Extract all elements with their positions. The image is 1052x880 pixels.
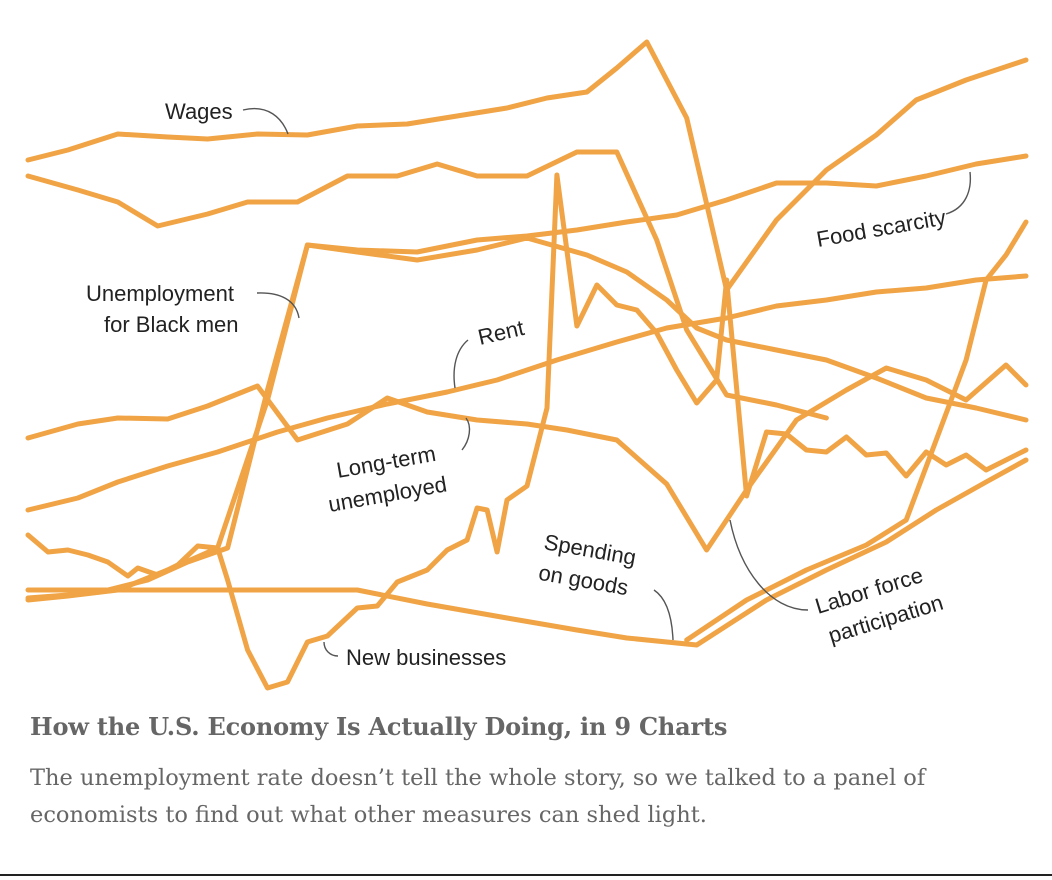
label-rent: Rent bbox=[476, 315, 527, 350]
label-long-term-unemployed: Long-term unemployed bbox=[326, 441, 448, 517]
label-wages: Wages bbox=[165, 99, 233, 124]
label-unemployment-black-men-line1: Unemployment bbox=[86, 281, 234, 306]
series-lines bbox=[25, 39, 1029, 691]
series-line-spending-on-goods bbox=[25, 457, 1029, 648]
series-line-rent bbox=[25, 273, 1029, 513]
series-line-long-term-unemployed bbox=[25, 362, 1029, 553]
label-spending-on-goods: Spending on goods bbox=[537, 529, 638, 600]
series-line-labor-force-participation bbox=[25, 172, 1029, 691]
article-headline[interactable]: How the U.S. Economy Is Actually Doing, … bbox=[30, 712, 728, 741]
label-unemployment-black-men-line2: for Black men bbox=[104, 312, 239, 337]
article-summary: The unemployment rate doesn’t tell the w… bbox=[30, 765, 926, 828]
label-unemployment-black-men: Unemployment for Black men bbox=[86, 281, 239, 337]
series-line-new-businesses bbox=[25, 153, 1029, 601]
label-new-businesses: New businesses bbox=[346, 645, 506, 670]
label-labor-force: Labor force participation bbox=[812, 562, 946, 648]
series-line-wages bbox=[25, 39, 1029, 293]
divider bbox=[0, 874, 1052, 876]
chart: Wages Food scarcity Unemployment for Bla… bbox=[25, 39, 1029, 691]
series-line-rent-late-rise bbox=[684, 219, 1029, 643]
leader-lines bbox=[242, 107, 972, 657]
series-line-food-scarcity bbox=[25, 149, 829, 421]
label-food-scarcity: Food scarcity bbox=[815, 205, 948, 252]
